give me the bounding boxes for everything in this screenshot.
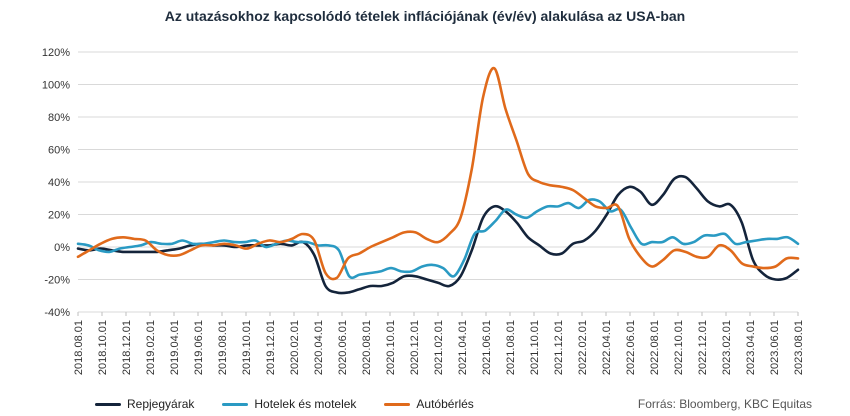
x-tick-label: 2022.06.01: [625, 320, 637, 375]
y-tick-label: -40%: [44, 307, 70, 319]
x-tick-label: 2021.12.01: [553, 320, 565, 375]
x-tick-label: 2021.04.01: [457, 320, 469, 375]
x-tick-label: 2019.06.01: [193, 320, 205, 375]
x-tick-label: 2020.12.01: [409, 320, 421, 375]
x-tick-label: 2018.12.01: [121, 320, 133, 375]
x-tick-label: 2023.04.01: [745, 320, 757, 375]
y-tick-label: 60%: [48, 145, 70, 157]
x-tick-label: 2020.04.01: [313, 320, 325, 375]
x-tick-label: 2020.08.01: [361, 320, 373, 375]
x-tick-label: 2023.08.01: [793, 320, 805, 375]
y-tick-label: -20%: [44, 275, 70, 287]
x-tick-label: 2023.02.01: [721, 320, 733, 375]
series-line-2: [76, 66, 800, 281]
x-tick-label: 2018.08.01: [73, 320, 85, 375]
x-tick-label: 2022.04.01: [601, 320, 613, 375]
x-tick-label: 2021.08.01: [505, 320, 517, 375]
y-tick-label: 0%: [54, 242, 70, 254]
x-tick-label: 2019.10.01: [241, 320, 253, 375]
x-tick-label: 2019.12.01: [265, 320, 277, 375]
series-line-0: [76, 174, 800, 295]
y-tick-label: 120%: [42, 47, 70, 59]
x-tick-label: 2022.02.01: [577, 320, 589, 375]
x-tick-label: 2022.08.01: [649, 320, 661, 375]
x-tick-label: 2020.02.01: [289, 320, 301, 375]
chart-title: Az utazásokhoz kapcsolódó tételek inflác…: [164, 8, 686, 24]
x-tick-label: 2021.10.01: [529, 320, 541, 375]
y-tick-label: 80%: [48, 112, 70, 124]
series-lines: [76, 66, 800, 295]
legend-item-repjegyarak: Repjegyárak: [95, 397, 194, 411]
x-tick-label: 2023.06.01: [769, 320, 781, 375]
legend: Repjegyárak Hotelek és motelek Autóbérlé…: [95, 397, 474, 411]
x-tick-label: 2021.06.01: [481, 320, 493, 375]
x-tick-label: 2018.10.01: [97, 320, 109, 375]
x-tick-label: 2019.02.01: [145, 320, 157, 375]
source-note: Forrás: Bloomberg, KBC Equitas: [637, 397, 812, 411]
legend-item-autoberles: Autóbérlés: [384, 397, 474, 411]
x-tick-label: 2020.06.01: [337, 320, 349, 375]
x-axis: 2018.08.01 2018.10.01 2018.12.01 2019.02.01…: [73, 312, 805, 375]
y-tick-label: 20%: [48, 210, 70, 222]
legend-swatch-repjegyarak: [95, 402, 121, 406]
x-tick-label: 2022.10.01: [673, 320, 685, 375]
x-tick-label: 2019.04.01: [169, 320, 181, 375]
legend-label-repjegyarak: Repjegyárak: [127, 397, 195, 411]
x-tick-label: 2022.12.01: [697, 320, 709, 375]
y-tick-label: 40%: [48, 177, 70, 189]
legend-swatch-hotelek: [222, 402, 249, 406]
legend-label-autoberles: Autóbérlés: [416, 397, 474, 411]
legend-item-hotelek: Hotelek és motelek: [222, 397, 356, 411]
legend-label-hotelek: Hotelek és motelek: [254, 397, 357, 411]
x-tick-label: 2020.10.01: [385, 320, 397, 375]
y-tick-label: 100%: [42, 80, 70, 92]
series-line-1: [76, 198, 800, 280]
y-axis: -40% -20% 0% 20% 40% 60% 80% 100% 120%: [42, 47, 70, 319]
legend-swatch-autoberles: [384, 402, 411, 406]
x-tick-label: 2021.02.01: [433, 320, 445, 375]
x-tick-label: 2019.08.01: [217, 320, 229, 375]
